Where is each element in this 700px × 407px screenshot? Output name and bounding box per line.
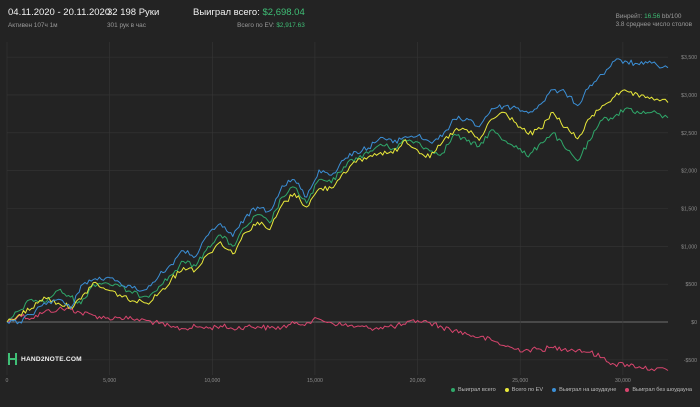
y-tick-label: $500 [685,282,697,288]
legend-dot-icon [504,388,509,392]
legend-dot-icon [552,388,557,392]
won-total-label: Выиграл всего: [193,7,260,18]
y-tick-label: $2,500 [681,131,697,137]
ev-total-label: Всего по EV: [237,21,275,29]
legend-label: Выиграл без шоудауна [632,387,692,393]
legend-dot-icon [450,388,455,392]
series-line-won [6,107,669,323]
hands-per-hour: 301 рук в час [107,21,146,29]
logo-icon [8,353,17,365]
graph-area: -$500 $0 $500 $1,000 $1,500 $2,000 $2,500 $3,00… [0,36,700,402]
avg-tables: 3.8 среднее число столов [615,21,692,29]
hands-block: 32 198 Руки 301 рук в час [107,7,160,29]
y-tick-label: $2,000 [681,169,697,175]
hands-count: 32 198 Руки [107,7,160,18]
chart-legend: Выиграл всего Всего по EV Выиграл на шоуда… [450,387,692,393]
ev-total-value: $2,917.63 [276,21,305,29]
x-tick-label: 25,000 [512,378,528,384]
won-total-value: $2,698.04 [262,7,305,18]
y-tick-label: -$500 [684,358,697,364]
legend-label: Выиграл на шоудауне [559,387,617,393]
legend-label: Всего по EV [511,387,544,393]
stats-header: 04.11.2020 - 20.11.2020 Активен 107ч 1м … [0,0,700,36]
x-tick-label: 0 [6,378,9,384]
legend-item[interactable]: Всего по EV [504,387,544,393]
series-line-ev [6,89,669,323]
x-tick-label: 10,000 [204,378,220,384]
session-period-block: 04.11.2020 - 20.11.2020 Активен 107ч 1м [8,7,111,29]
series-line-showdown [6,58,669,325]
active-time: Активен 107ч 1м [8,21,58,29]
hand2note-logo: HAND2NOTE.COM [8,353,82,365]
y-tick-label: $3,000 [681,93,697,99]
profit-graph: -$500 $0 $500 $1,000 $1,500 $2,000 $2,500 $3,00… [6,42,697,384]
winnings-block: Выиграл всего: $2,698.04 Всего по EV: $2… [193,7,305,29]
y-tick-label: $1,500 [681,207,697,213]
winrate-block: Винрейт: 16.56 bb/100 3.8 среднее число … [616,13,692,30]
legend-item[interactable]: Выиграл без шоудауна [625,387,692,393]
x-tick-label: 30,000 [615,378,631,384]
legend-dot-icon [625,388,630,392]
legend-item[interactable]: Выиграл на шоудауне [552,387,616,393]
series-line-non-showdown [6,306,669,372]
legend-label: Выиграл всего [457,387,496,393]
x-tick-label: 5,000 [103,378,116,384]
y-tick-label: $3,500 [681,55,697,61]
date-range: 04.11.2020 - 20.11.2020 [8,7,111,18]
logo-text: HAND2NOTE.COM [21,355,82,363]
legend-item[interactable]: Выиграл всего [450,387,496,393]
winrate-value: 16.56 [644,13,661,20]
x-tick-label: 15,000 [307,378,323,384]
winrate-suffix: bb/100 [661,13,682,20]
y-tick-label: $0 [691,320,697,326]
x-tick-label: 20,000 [410,378,426,384]
y-tick-label: $1,000 [681,244,697,250]
winrate-label: Винрейт: [615,13,643,20]
